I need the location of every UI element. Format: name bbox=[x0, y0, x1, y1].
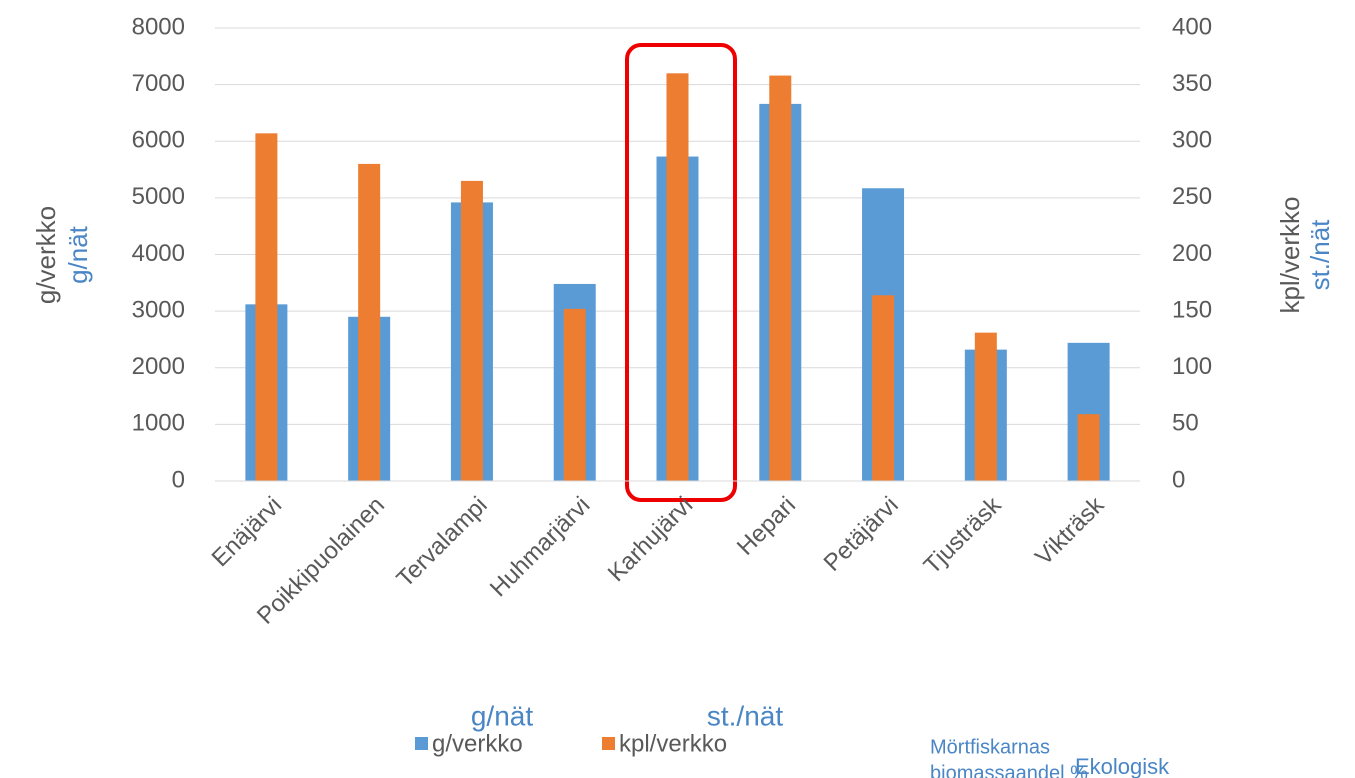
highlight-box bbox=[625, 43, 737, 502]
x-tick-label: Petäjärvi bbox=[819, 492, 904, 577]
y-tick-label: 7000 bbox=[132, 70, 185, 97]
y-axis-title-translation: g/nät bbox=[63, 225, 93, 284]
y2-tick-label: 300 bbox=[1172, 127, 1212, 154]
y2-tick-label: 400 bbox=[1172, 13, 1212, 40]
y-tick-label: 6000 bbox=[132, 127, 185, 154]
legend-translation: g/nät bbox=[471, 700, 533, 731]
legend-translation: st./nät bbox=[707, 700, 783, 731]
y2-tick-label: 250 bbox=[1172, 183, 1212, 210]
y-axis-title: g/verkko bbox=[31, 206, 61, 304]
x-tick-label: Enäjärvi bbox=[207, 492, 287, 572]
legend-swatch bbox=[602, 737, 615, 750]
x-tick-label: Tjusträsk bbox=[919, 491, 1008, 580]
y-tick-label: 3000 bbox=[132, 296, 185, 323]
annotation: Mörtfiskarnas bbox=[930, 736, 1050, 758]
legend-label: kpl/verkko bbox=[619, 730, 727, 757]
y2-tick-label: 50 bbox=[1172, 410, 1199, 437]
bar bbox=[974, 332, 997, 481]
y2-axis-title: kpl/verkko bbox=[1275, 196, 1305, 313]
x-tick-label: Karhujärvi bbox=[603, 492, 698, 587]
legend-swatch bbox=[415, 737, 428, 750]
bar bbox=[460, 180, 483, 481]
y2-tick-label: 150 bbox=[1172, 296, 1212, 323]
y2-tick-label: 100 bbox=[1172, 353, 1212, 380]
y2-axis-title-translation: st./nät bbox=[1305, 219, 1335, 291]
y-tick-label: 4000 bbox=[132, 240, 185, 267]
y2-tick-label: 350 bbox=[1172, 70, 1212, 97]
y-tick-label: 2000 bbox=[132, 353, 185, 380]
y-tick-label: 0 bbox=[172, 466, 185, 493]
legend-label: g/verkko bbox=[432, 730, 523, 757]
bar bbox=[563, 308, 586, 481]
bar bbox=[872, 295, 895, 481]
x-tick-label: Huhmarjärvi bbox=[485, 492, 596, 603]
y-tick-label: 1000 bbox=[132, 410, 185, 437]
bar bbox=[255, 133, 278, 481]
bar bbox=[769, 75, 792, 481]
bar bbox=[1077, 414, 1100, 481]
y2-tick-label: 200 bbox=[1172, 240, 1212, 267]
x-tick-label: Hepari bbox=[732, 492, 801, 561]
annotation: biomassaandel % bbox=[930, 762, 1088, 778]
x-tick-label: Vikträsk bbox=[1030, 491, 1110, 571]
bar bbox=[358, 163, 381, 481]
x-tick-label: Tervalampi bbox=[392, 492, 493, 593]
y-tick-label: 5000 bbox=[132, 183, 185, 210]
y2-tick-label: 0 bbox=[1172, 466, 1185, 493]
annotation: Ekologisk bbox=[1075, 754, 1170, 778]
y-tick-label: 8000 bbox=[132, 13, 185, 40]
bar bbox=[666, 73, 689, 482]
